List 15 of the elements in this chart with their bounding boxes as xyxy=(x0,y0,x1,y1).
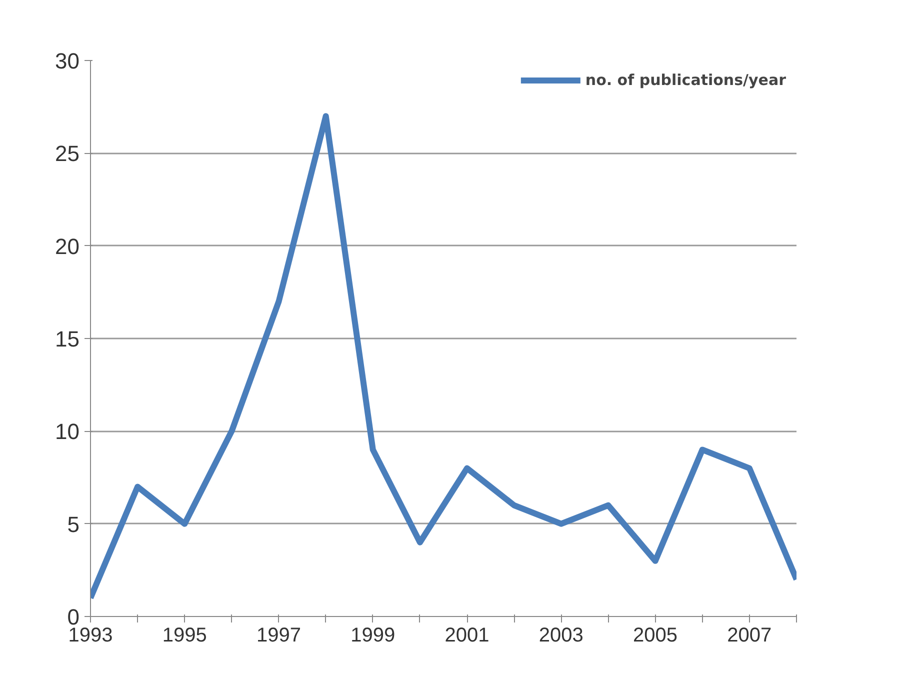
y-tick-label: 10 xyxy=(55,419,80,444)
y-tick-label: 25 xyxy=(55,141,80,166)
y-tick-label: 30 xyxy=(55,48,80,74)
x-tick-label: 2007 xyxy=(727,624,772,646)
x-tick-label: 1999 xyxy=(350,624,396,646)
y-tick-label: 15 xyxy=(55,326,80,352)
x-tick-label: 1995 xyxy=(162,624,207,646)
y-tick-label: 20 xyxy=(55,234,80,259)
x-tick-label: 2001 xyxy=(444,624,490,646)
x-tick-label: 1997 xyxy=(256,624,302,646)
x-tick-label: 2005 xyxy=(633,624,678,646)
x-tick-label: 1993 xyxy=(68,624,113,646)
x-tick-label: 2003 xyxy=(538,624,584,646)
y-tick-label: 5 xyxy=(67,512,80,537)
legend-label: no. of publications/year xyxy=(585,71,786,89)
